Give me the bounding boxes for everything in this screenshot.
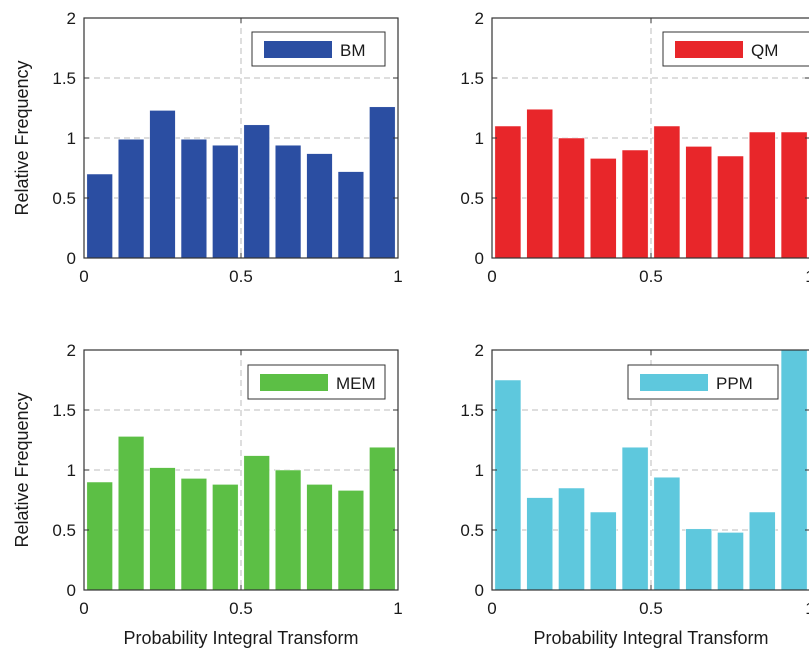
bar — [780, 349, 808, 591]
bar — [749, 131, 776, 259]
y-axis-label: Relative Frequency — [12, 60, 32, 215]
bar — [369, 106, 396, 259]
x-tick-label: 1 — [393, 267, 402, 286]
bar — [717, 532, 744, 591]
y-tick-label: 1.5 — [52, 69, 76, 88]
y-tick-label: 1.5 — [52, 401, 76, 420]
legend-swatch — [640, 374, 708, 391]
bar — [306, 153, 333, 259]
bar — [558, 487, 585, 591]
legend-label: PPM — [716, 374, 753, 393]
bar — [653, 125, 681, 259]
y-tick-label: 1 — [475, 461, 484, 480]
bar — [590, 158, 617, 259]
bar — [494, 379, 522, 591]
x-tick-label: 1 — [805, 599, 809, 618]
x-tick-label: 1 — [805, 267, 809, 286]
bar — [212, 484, 239, 591]
bar — [243, 124, 270, 259]
x-tick-label: 0 — [79, 599, 88, 618]
bar — [117, 138, 145, 259]
legend: MEM — [247, 364, 386, 400]
legend: QM — [662, 31, 809, 67]
bar — [749, 511, 776, 591]
x-axis-label: Probability Integral Transform — [123, 628, 358, 648]
y-tick-label: 1 — [67, 461, 76, 480]
legend-swatch — [260, 374, 328, 391]
bar — [494, 125, 522, 259]
y-tick-label: 2 — [475, 341, 484, 360]
bar — [621, 446, 649, 591]
x-tick-label: 0 — [79, 267, 88, 286]
y-tick-label: 0.5 — [52, 521, 76, 540]
chart-panel-qm: 0 0.5 1 1.5 2 0 0.5 1 QM — [460, 9, 809, 286]
x-tick-label: 0.5 — [229, 599, 253, 618]
bar — [337, 490, 365, 591]
chart-panel-mem: 0 0.5 1 1.5 2 0 0.5 1 Relative Frequency Probabil… — [12, 341, 403, 648]
y-tick-label: 1.5 — [460, 69, 484, 88]
bar — [117, 436, 145, 591]
bar — [149, 110, 176, 259]
chart-panel-bm: 0 0.5 1 1.5 2 0 0.5 1 Relative Frequency BM — [12, 9, 403, 286]
bar — [274, 144, 302, 259]
bar — [653, 476, 681, 591]
y-tick-label: 2 — [67, 341, 76, 360]
bar — [369, 446, 396, 591]
bar — [558, 137, 585, 259]
legend: PPM — [627, 364, 779, 400]
bar — [685, 146, 712, 259]
bar — [212, 144, 239, 259]
chart-panel-ppm: 0 0.5 1 1.5 2 0 0.5 1 Probability Integral Trans… — [460, 341, 809, 648]
bar — [621, 149, 649, 259]
bar — [86, 481, 113, 591]
x-axis-label: Probability Integral Transform — [533, 628, 768, 648]
bar — [149, 467, 176, 591]
bar — [590, 511, 617, 591]
x-tick-label: 0.5 — [639, 267, 663, 286]
bar — [780, 131, 808, 259]
y-tick-label: 2 — [67, 9, 76, 28]
x-tick-label: 0.5 — [639, 599, 663, 618]
legend-label: QM — [751, 41, 778, 60]
bar — [86, 173, 113, 259]
y-tick-label: 1 — [67, 129, 76, 148]
y-tick-label: 0 — [475, 249, 484, 268]
y-tick-label: 0.5 — [460, 189, 484, 208]
y-tick-label: 0.5 — [460, 521, 484, 540]
x-tick-label: 0 — [487, 267, 496, 286]
bar — [526, 108, 553, 259]
bar — [337, 171, 365, 259]
y-tick-label: 0.5 — [52, 189, 76, 208]
legend-label: BM — [340, 41, 366, 60]
y-tick-label: 0 — [67, 249, 76, 268]
x-tick-label: 0.5 — [229, 267, 253, 286]
y-tick-label: 1.5 — [460, 401, 484, 420]
bar — [717, 155, 744, 259]
bar — [180, 478, 208, 591]
x-tick-label: 1 — [393, 599, 402, 618]
bar — [180, 138, 208, 259]
bar — [274, 469, 302, 591]
y-tick-label: 0 — [475, 581, 484, 600]
bar — [685, 528, 712, 591]
bar — [526, 497, 553, 591]
x-tick-label: 0 — [487, 599, 496, 618]
legend-swatch — [675, 41, 743, 58]
y-tick-label: 1 — [475, 129, 484, 148]
legend: BM — [251, 31, 386, 67]
y-axis-label: Relative Frequency — [12, 392, 32, 547]
bar — [243, 455, 270, 591]
y-tick-label: 2 — [475, 9, 484, 28]
y-tick-label: 0 — [67, 581, 76, 600]
legend-label: MEM — [336, 374, 376, 393]
legend-swatch — [264, 41, 332, 58]
bar — [306, 484, 333, 591]
